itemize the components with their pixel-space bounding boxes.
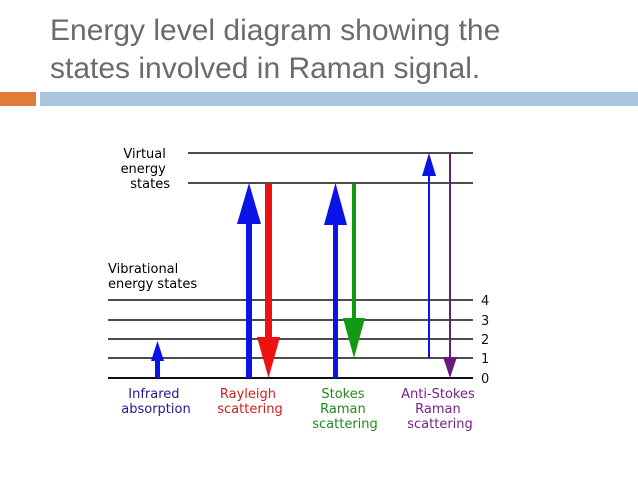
level-number-1: 1 (481, 352, 489, 367)
antistokes-label: Anti-Stokes Raman scattering (401, 387, 479, 432)
stokes-emission-arrow (343, 184, 365, 358)
vibrational-states-label: Vibrational energy states (108, 262, 197, 292)
stokes-label: Stokes Raman scattering (312, 387, 378, 432)
stokes-excitation-arrow (324, 183, 347, 378)
antistokes-excitation-arrow (422, 153, 436, 358)
infrared-label: Infrared absorption (121, 387, 190, 417)
rayleigh-excitation-arrow (237, 183, 261, 378)
rayleigh-label: Rayleigh scattering (217, 387, 283, 417)
slide-title: Energy level diagram showing the states … (50, 12, 610, 88)
level-number-3: 3 (481, 314, 489, 329)
level-number-4: 4 (481, 294, 489, 309)
infrared-arrow (151, 341, 164, 378)
accent-bar-orange (0, 92, 36, 106)
accent-bar-blue (40, 92, 638, 106)
title-line-1: Energy level diagram showing the (50, 14, 501, 47)
title-line-2: states involved in Raman signal. (50, 52, 481, 85)
rayleigh-emission-arrow (257, 184, 280, 378)
level-number-2: 2 (481, 333, 489, 348)
antistokes-emission-arrow (443, 154, 457, 378)
level-number-0: 0 (481, 372, 489, 387)
virtual-states-label: Virtual energy states (121, 147, 171, 192)
